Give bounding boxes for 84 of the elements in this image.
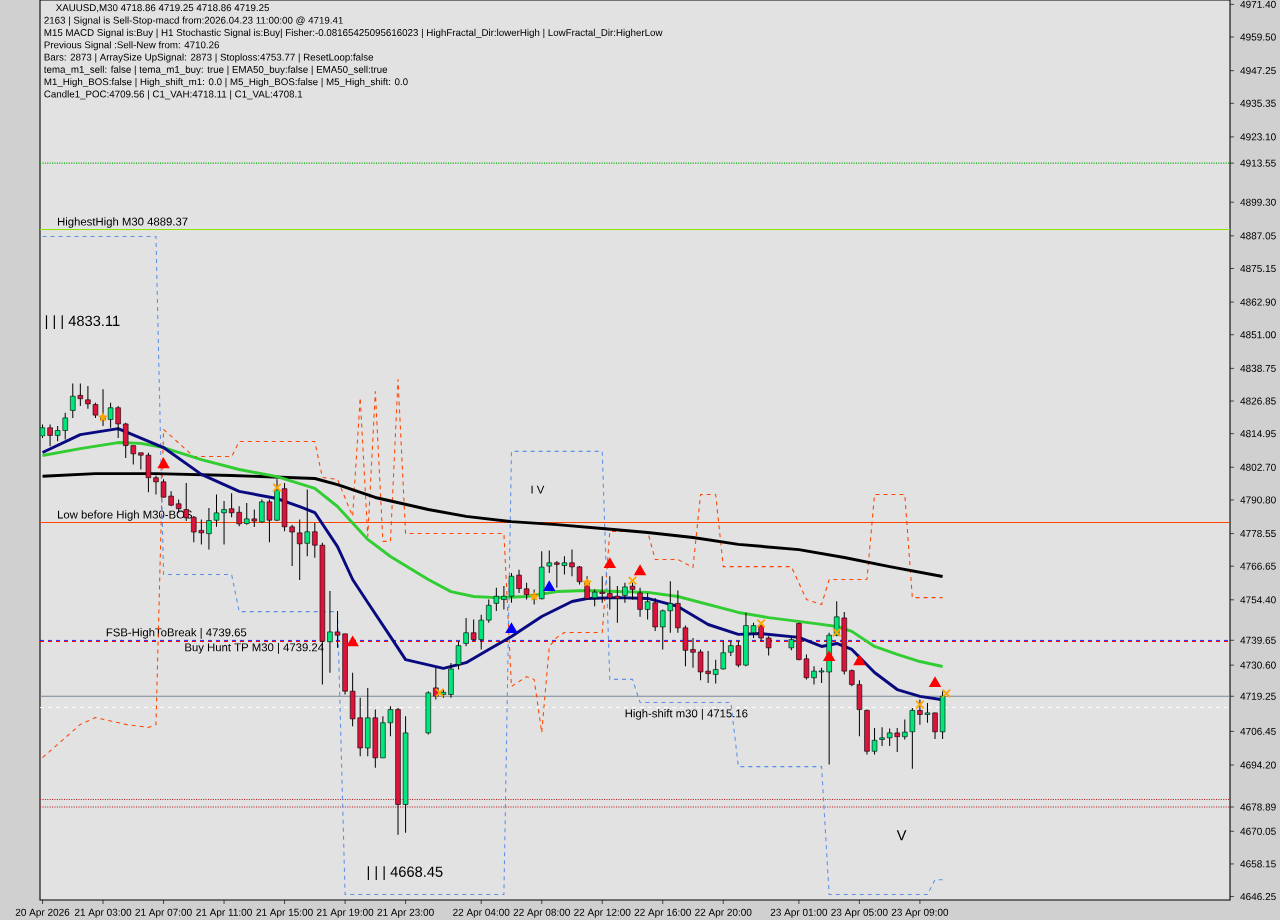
point (823, 651, 835, 662)
point (627, 575, 638, 586)
y-tick-label: 4678.89 (1240, 803, 1276, 811)
y-tick-label: 4658.15 (1240, 860, 1276, 868)
candlestick (463, 617, 469, 647)
annotation: M1_High_BOS:false | High_shift_m1: 0.0 | M5_High_BOS:false | M5_High_shift: 0.0 (44, 78, 408, 88)
candlestick (879, 726, 885, 747)
y-tick-label: 4670.05 (1240, 827, 1276, 835)
point (604, 558, 616, 569)
point (543, 581, 555, 592)
y-tick-label: 4899.30 (1240, 198, 1276, 206)
point (347, 636, 359, 647)
x-tick-label: 22 Apr 20:00 (695, 908, 752, 918)
annotation: | | | 4668.45 (367, 866, 443, 880)
y-tick-label: 4947.25 (1240, 67, 1276, 75)
point (832, 627, 842, 638)
candlestick (47, 423, 53, 447)
point (915, 699, 925, 710)
point (505, 623, 518, 634)
y-tick-label: 4694.20 (1240, 761, 1276, 769)
y-tick-label: 4754.40 (1240, 596, 1276, 604)
x-tick-label: 21 Apr 15:00 (256, 908, 313, 918)
x-tick-label: 22 Apr 04:00 (453, 908, 510, 918)
ref-line-label: High-shift m30 | 4715.16 (625, 709, 748, 720)
y-tick-label: 4719.25 (1240, 692, 1276, 700)
annotation: Candle1_POC:4709.56 | C1_VAH:4718.11 | C1_VAL:4708.1 (44, 90, 303, 100)
ref-line-label: FSB-HighToBreak | 4739.65 (106, 628, 247, 639)
y-tick-label: 4766.65 (1240, 562, 1276, 570)
candlestick (493, 587, 500, 612)
x-tick-label: 21 Apr 11:00 (196, 908, 252, 918)
point (756, 618, 766, 629)
y-tick-label: 4790.80 (1240, 496, 1276, 504)
annotation: 2163 | Signal is Sell-Stop-macd from:2026.04.23 11:00:00 @ 4719.41 (44, 16, 343, 26)
y-tick-label: 4778.55 (1240, 530, 1276, 538)
y-tick-label: 4959.50 (1240, 33, 1276, 41)
y-tick-label: 4887.05 (1240, 232, 1276, 240)
y-tick-label: 4851.00 (1240, 331, 1276, 339)
y-tick-label: 4802.70 (1240, 463, 1276, 471)
y-tick-label: 4838.75 (1240, 364, 1276, 372)
y-tick-label: 4875.15 (1240, 264, 1276, 273)
y-tick-label: 4739.65 (1240, 636, 1276, 644)
point (157, 458, 170, 469)
candlestick (765, 635, 772, 657)
point (434, 687, 445, 698)
candlestick (455, 640, 462, 671)
annotation: M15 MACD Signal is:Buy | H1 Stochastic Signal is:Buy| Fisher:-0.08165425095616023 | HighFractal_Dir:lowerHigh | LowFractal_Dir:HigherLow (44, 28, 663, 38)
point (272, 482, 282, 493)
y-tick-label: 4706.45 (1240, 727, 1276, 735)
x-tick-label: 21 Apr 19:00 (316, 908, 374, 918)
point (634, 565, 646, 576)
x-tick-label: 23 Apr 05:00 (831, 908, 888, 918)
annotation: I V (531, 485, 545, 494)
y-tick-label: 4862.90 (1240, 298, 1276, 306)
y-tick-label: 4935.35 (1240, 99, 1276, 107)
x-tick-label: 22 Apr 16:00 (634, 908, 691, 918)
chart-title: XAUUSD,M30 4718.86 4719.25 4718.86 4719.25 (55, 4, 270, 13)
candlestick (546, 549, 553, 574)
x-tick-label: 21 Apr 07:00 (135, 908, 192, 918)
annotation: Previous Signal :Sell-New from: 4710.26 (44, 41, 220, 51)
annotation: tema_m1_sell: false | tema_m1_buy: true | EMA50_buy:false | EMA50_sell:true (43, 65, 388, 75)
y-tick-label: 4814.95 (1240, 430, 1276, 438)
x-tick-label: 23 Apr 01:00 (770, 908, 828, 918)
x-tick-label: 22 Apr 12:00 (574, 908, 631, 918)
y-tick-label: 4971.40 (1240, 0, 1276, 8)
y-tick-label: 4913.55 (1240, 159, 1276, 167)
y-tick-label: 4646.25 (1240, 893, 1276, 901)
y-tick-label: 4730.60 (1240, 661, 1276, 669)
annotation: | | | 4833.11 (45, 315, 120, 330)
annotation: V (896, 830, 907, 841)
x-tick-label: 23 Apr 09:00 (891, 908, 949, 918)
annotation: Bars: 2873 | ArraySize UpSignal: 2873 | Stoploss:4753.77 | ResetLoop:false (44, 53, 374, 63)
point (929, 677, 941, 688)
x-tick-label: 22 Apr 08:00 (513, 908, 570, 918)
point (853, 655, 865, 666)
x-tick-label: 20 Apr 2026 (15, 908, 70, 918)
y-tick-label: 4923.10 (1240, 133, 1276, 141)
point (941, 688, 952, 699)
y-tick-label: 4826.85 (1240, 397, 1276, 405)
ref-line-label: HighestHigh M30 4889.37 (57, 217, 188, 228)
candlestick (637, 587, 643, 618)
candlestick (486, 599, 492, 624)
line-series (41, 235, 944, 896)
x-tick-label: 21 Apr 03:00 (74, 908, 132, 918)
x-tick-label: 21 Apr 23:00 (377, 908, 434, 918)
